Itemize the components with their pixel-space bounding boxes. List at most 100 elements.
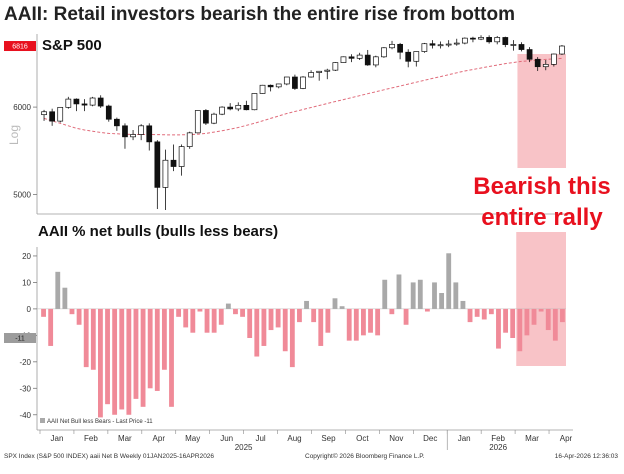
aaii-last-value-box: [4, 333, 36, 343]
aaii-bar-positive: [396, 274, 402, 309]
aaii-bar-negative: [133, 308, 139, 399]
aaii-bar-negative: [474, 308, 480, 317]
aaii-bar-negative: [218, 308, 224, 325]
sp500-highlight-box: [517, 54, 566, 168]
aaii-highlight-box: [516, 232, 566, 366]
aaii-bar-negative: [169, 308, 174, 407]
aaii-bar-negative: [154, 308, 160, 391]
month-label: Sep: [321, 434, 336, 443]
aaii-bar-negative: [90, 308, 96, 370]
aaii-bar-negative: [311, 308, 317, 323]
candle-down: [292, 76, 298, 89]
candle-up: [259, 84, 266, 94]
aaii-bar-negative: [282, 308, 288, 352]
aaii-last-value-label: -11: [15, 336, 25, 343]
chart-title: AAII: Retail investors bearish the entir…: [4, 4, 515, 25]
aaii-bar-negative: [240, 308, 245, 317]
sp500-panel: S&P 500 Log 5000 6000 6816: [4, 34, 573, 215]
candle-down: [526, 49, 533, 60]
month-label: Oct: [356, 434, 369, 443]
aaii-bar-negative: [76, 308, 82, 325]
candle-up: [445, 43, 452, 46]
candle-up: [542, 64, 549, 68]
candle-up: [559, 45, 565, 55]
aaii-bar-negative: [247, 308, 253, 338]
candle-down: [154, 141, 161, 188]
candle-up: [453, 42, 460, 45]
candle-down: [429, 43, 436, 46]
legend-swatch: [40, 418, 45, 423]
candle-up: [332, 62, 339, 71]
aaii-bar-positive: [446, 253, 452, 309]
aaii-bar-negative: [289, 308, 295, 368]
aaii-bar-negative: [161, 308, 167, 370]
aaii-bar-negative: [481, 308, 487, 320]
annotation-line-2: entire rally: [481, 204, 603, 231]
aaii-bar-positive: [453, 282, 459, 309]
month-label: Aug: [287, 434, 301, 443]
month-label: May: [185, 434, 200, 443]
candle-up: [41, 111, 47, 116]
month-label: Jan: [458, 434, 471, 443]
aaii-bar-negative: [105, 308, 110, 405]
candle-up: [510, 44, 517, 46]
candle-down: [405, 51, 412, 62]
candle-up: [65, 98, 72, 108]
month-label: Nov: [389, 434, 403, 443]
aaii-bar-negative: [531, 308, 537, 325]
aaii-bar-negative: [524, 308, 530, 336]
aaii-bar-negative: [211, 308, 217, 333]
aaii-ytick-label: -30: [19, 384, 31, 393]
candle-up: [324, 69, 331, 72]
aaii-title: AAII % net bulls (bulls less bears): [38, 223, 278, 240]
candle-down: [502, 37, 509, 45]
aaii-ytick-label: 0: [27, 305, 32, 314]
aaii-bar-negative: [119, 308, 125, 410]
candle-down: [49, 111, 55, 122]
aaii-bar-positive: [62, 287, 68, 309]
candle-down: [470, 37, 476, 40]
candle-up: [57, 106, 64, 122]
candle-up: [235, 104, 242, 110]
aaii-bar-negative: [204, 308, 210, 333]
month-label: Jul: [255, 434, 265, 443]
candle-down: [105, 105, 112, 120]
candle-up: [275, 83, 282, 88]
aaii-bar-positive: [332, 298, 338, 309]
aaii-bar-positive: [432, 282, 437, 309]
aaii-bar-negative: [197, 308, 203, 312]
aaii-bar-negative: [83, 308, 89, 368]
candle-down: [486, 37, 492, 43]
aaii-bar-negative: [318, 308, 324, 346]
candle-up: [356, 54, 363, 59]
aaii-ytick-label: 20: [22, 252, 31, 261]
aaii-ytick-label: -20: [19, 358, 31, 367]
aaii-bar-negative: [403, 308, 409, 325]
candle-down: [267, 84, 274, 88]
candle-down: [73, 98, 80, 105]
candle-up: [478, 37, 484, 40]
aaii-bar-negative: [488, 308, 494, 315]
aaii-bar-negative: [41, 308, 46, 317]
candle-up: [340, 56, 347, 63]
candle-down: [348, 56, 355, 59]
aaii-bar-positive: [225, 303, 231, 309]
aaii-bar-negative: [176, 308, 182, 317]
aaii-bar-negative: [126, 308, 132, 415]
aaii-panel: AAII % net bulls (bulls less bears) 20 10…: [4, 223, 573, 431]
aaii-bar-negative: [552, 308, 558, 341]
aaii-bar-negative: [190, 308, 196, 333]
aaii-bar-positive: [55, 271, 61, 309]
aaii-bar-negative: [268, 308, 274, 331]
candle-up: [551, 53, 557, 65]
aaii-bar-negative: [389, 308, 395, 315]
candle-down: [114, 118, 120, 127]
month-axis: Jan Feb Mar Apr May Jun Jul Aug Sep Oct Nov Dec Jan F…: [39, 430, 573, 452]
aaii-bar-negative: [496, 308, 501, 349]
candle-down: [170, 159, 177, 167]
aaii-bar-negative: [346, 308, 352, 341]
annotation-line-1: Bearish this: [473, 173, 610, 200]
year-label: 2026: [489, 443, 507, 452]
candle-up: [381, 47, 387, 58]
